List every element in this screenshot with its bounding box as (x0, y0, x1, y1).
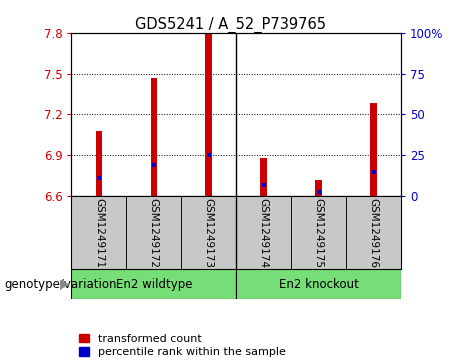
Text: GSM1249172: GSM1249172 (149, 198, 159, 268)
Bar (291, 196, 346, 269)
Bar (370, 103, 377, 196)
Text: genotype/variation: genotype/variation (5, 278, 117, 290)
Bar (71, 269, 236, 299)
Text: GDS5241 / A_52_P739765: GDS5241 / A_52_P739765 (135, 16, 326, 33)
Bar (151, 78, 157, 196)
Bar (206, 33, 212, 196)
Text: GSM1249173: GSM1249173 (204, 198, 214, 268)
Text: ▶: ▶ (59, 278, 69, 290)
Text: GSM1249171: GSM1249171 (94, 198, 104, 268)
Bar (126, 196, 181, 269)
Text: GSM1249176: GSM1249176 (369, 198, 378, 268)
Bar (236, 196, 291, 269)
Bar (346, 196, 401, 269)
Text: GSM1249175: GSM1249175 (313, 198, 324, 268)
Bar (236, 269, 401, 299)
Text: GSM1249174: GSM1249174 (259, 198, 269, 268)
Bar (71, 196, 126, 269)
Text: En2 wildtype: En2 wildtype (116, 278, 192, 290)
Bar (181, 196, 236, 269)
Bar (315, 180, 322, 196)
Text: En2 knockout: En2 knockout (279, 278, 359, 290)
Bar (260, 158, 267, 196)
Bar (95, 131, 102, 196)
Legend: transformed count, percentile rank within the sample: transformed count, percentile rank withi… (79, 334, 286, 358)
